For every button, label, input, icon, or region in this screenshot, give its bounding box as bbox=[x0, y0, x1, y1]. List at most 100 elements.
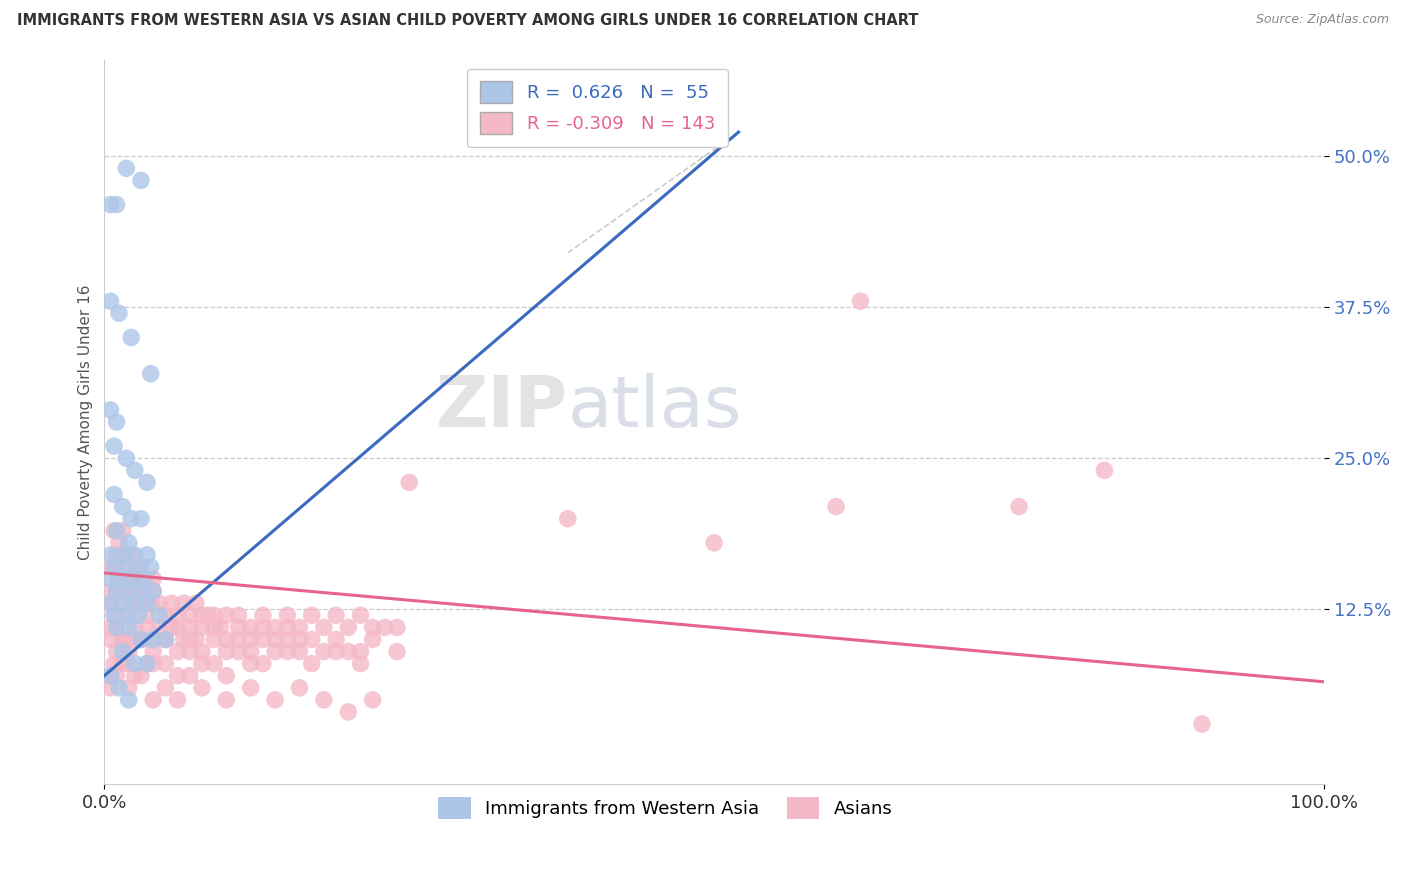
Point bbox=[103, 657, 125, 671]
Point bbox=[103, 524, 125, 538]
Point bbox=[129, 632, 152, 647]
Point bbox=[361, 693, 384, 707]
Point bbox=[124, 463, 146, 477]
Point bbox=[209, 620, 232, 634]
Text: ZIP: ZIP bbox=[436, 373, 568, 442]
Point bbox=[228, 644, 250, 658]
Point bbox=[288, 632, 311, 647]
Point bbox=[288, 644, 311, 658]
Point bbox=[288, 681, 311, 695]
Point bbox=[312, 620, 335, 634]
Point bbox=[100, 620, 122, 634]
Point bbox=[111, 548, 134, 562]
Point bbox=[105, 584, 128, 599]
Point bbox=[100, 572, 122, 586]
Point bbox=[132, 584, 155, 599]
Point bbox=[349, 608, 371, 623]
Point bbox=[129, 596, 152, 610]
Point bbox=[301, 632, 323, 647]
Point bbox=[197, 608, 219, 623]
Point bbox=[111, 644, 134, 658]
Point bbox=[215, 693, 238, 707]
Point bbox=[228, 608, 250, 623]
Point bbox=[228, 632, 250, 647]
Point bbox=[166, 669, 188, 683]
Point bbox=[252, 632, 274, 647]
Point bbox=[264, 693, 287, 707]
Point bbox=[115, 548, 138, 562]
Point bbox=[239, 632, 262, 647]
Point bbox=[142, 693, 165, 707]
Point bbox=[124, 657, 146, 671]
Point bbox=[105, 197, 128, 211]
Point bbox=[124, 620, 146, 634]
Point bbox=[139, 367, 162, 381]
Point bbox=[142, 657, 165, 671]
Point bbox=[124, 572, 146, 586]
Point bbox=[100, 669, 122, 683]
Point bbox=[118, 620, 141, 634]
Point bbox=[139, 596, 162, 610]
Point bbox=[349, 657, 371, 671]
Point bbox=[276, 632, 298, 647]
Point bbox=[142, 572, 165, 586]
Point bbox=[115, 608, 138, 623]
Point bbox=[301, 657, 323, 671]
Point bbox=[148, 596, 170, 610]
Point bbox=[128, 596, 150, 610]
Point bbox=[105, 620, 128, 634]
Point bbox=[142, 644, 165, 658]
Point bbox=[100, 584, 122, 599]
Point bbox=[111, 632, 134, 647]
Point bbox=[215, 669, 238, 683]
Point bbox=[166, 620, 188, 634]
Point bbox=[136, 596, 159, 610]
Point bbox=[155, 681, 177, 695]
Point bbox=[103, 608, 125, 623]
Point bbox=[136, 475, 159, 490]
Point bbox=[115, 584, 138, 599]
Point bbox=[120, 330, 142, 344]
Point bbox=[155, 632, 177, 647]
Point bbox=[136, 657, 159, 671]
Point bbox=[312, 644, 335, 658]
Point bbox=[385, 620, 408, 634]
Point bbox=[276, 644, 298, 658]
Point bbox=[108, 536, 131, 550]
Point bbox=[264, 632, 287, 647]
Point bbox=[136, 548, 159, 562]
Point bbox=[215, 644, 238, 658]
Point bbox=[136, 657, 159, 671]
Point bbox=[120, 572, 142, 586]
Point bbox=[105, 669, 128, 683]
Point bbox=[276, 608, 298, 623]
Point bbox=[118, 693, 141, 707]
Point bbox=[191, 644, 214, 658]
Point bbox=[202, 657, 225, 671]
Point bbox=[276, 620, 298, 634]
Point bbox=[103, 608, 125, 623]
Point bbox=[155, 632, 177, 647]
Point bbox=[103, 439, 125, 453]
Point bbox=[239, 681, 262, 695]
Point bbox=[264, 620, 287, 634]
Point bbox=[118, 536, 141, 550]
Point bbox=[349, 644, 371, 658]
Point bbox=[825, 500, 848, 514]
Point bbox=[100, 197, 122, 211]
Point bbox=[337, 644, 360, 658]
Text: IMMIGRANTS FROM WESTERN ASIA VS ASIAN CHILD POVERTY AMONG GIRLS UNDER 16 CORRELA: IMMIGRANTS FROM WESTERN ASIA VS ASIAN CH… bbox=[17, 13, 918, 29]
Point bbox=[155, 657, 177, 671]
Point bbox=[139, 560, 162, 574]
Point bbox=[264, 644, 287, 658]
Point bbox=[252, 608, 274, 623]
Point bbox=[129, 511, 152, 525]
Point bbox=[374, 620, 396, 634]
Point bbox=[337, 705, 360, 719]
Point bbox=[136, 572, 159, 586]
Point bbox=[239, 644, 262, 658]
Text: Source: ZipAtlas.com: Source: ZipAtlas.com bbox=[1256, 13, 1389, 27]
Point bbox=[100, 294, 122, 309]
Point bbox=[142, 584, 165, 599]
Point bbox=[129, 669, 152, 683]
